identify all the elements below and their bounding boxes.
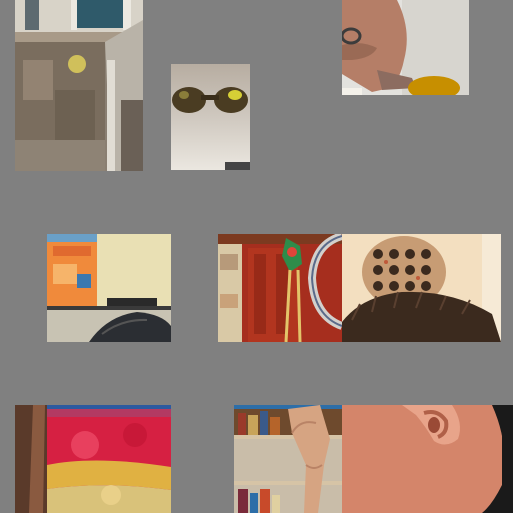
tile-ear-close-up <box>342 405 513 513</box>
tile-tie-dye-shirt <box>15 405 171 513</box>
tile-sunglasses <box>171 64 250 170</box>
tile-hand-with-ring <box>342 0 469 95</box>
tile-red-door <box>218 234 342 342</box>
tile-kitchen-shelf <box>47 234 171 342</box>
tile-building-facade <box>15 0 143 171</box>
tile-bookshelf-and-hand <box>234 405 342 513</box>
tile-wine-rack-and-hair <box>342 234 501 342</box>
